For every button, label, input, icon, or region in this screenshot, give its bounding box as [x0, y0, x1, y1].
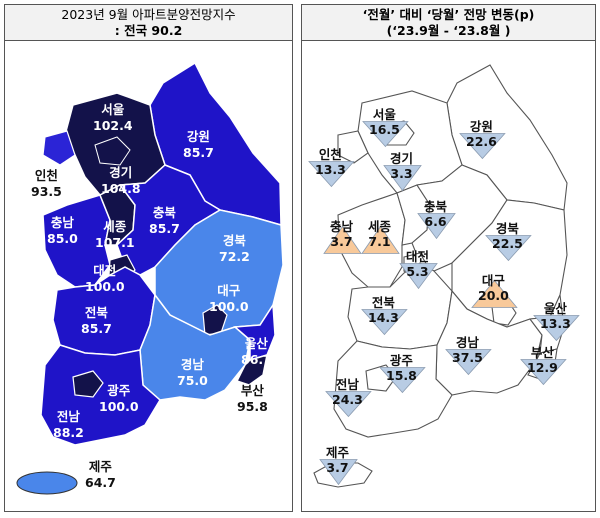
right-label-gwangju: 광주 15.8	[386, 353, 417, 383]
change-triangle-daejeon	[399, 263, 438, 290]
right-label-jeonbuk: 전북 14.3	[368, 295, 399, 325]
right-label-gyeongbuk: 경북 22.5	[492, 221, 523, 251]
left-label-jeju: 제주 64.7	[85, 459, 116, 490]
change-triangle-daegu	[471, 279, 518, 308]
right-label-daejeon: 대전 5.3	[406, 249, 430, 279]
right-label-chungbuk: 충북 6.6	[424, 199, 448, 229]
right-label-chungnam: 충남 3.7	[330, 219, 354, 249]
change-triangle-gangwon	[459, 133, 506, 160]
left-title-line2: : 전국 90.2	[114, 23, 183, 38]
right-label-ulsan: 울산 13.3	[540, 301, 571, 331]
left-label-jeonnam: 전남 88.2	[53, 409, 84, 440]
change-triangle-chungbuk	[417, 213, 456, 240]
right-label-jeju: 제주 3.7	[326, 445, 350, 475]
right-label-gyeongnam: 경남 37.5	[452, 335, 483, 365]
left-label-incheon: 인천 93.5	[31, 168, 62, 199]
left-label-gwangju: 광주 100.0	[99, 383, 139, 414]
left-map-panel: 2023년 9월 아파트분양전망지수 : 전국 90.2	[4, 4, 293, 512]
triangle-layer	[308, 121, 580, 486]
right-title-line1: ‘전월’ 대비 ‘당월’ 전망 변동(p)	[362, 7, 535, 22]
change-triangle-incheon	[308, 161, 355, 188]
left-label-gyeongbuk: 경북 72.2	[219, 233, 250, 264]
left-label-gangwon: 강원 85.7	[183, 129, 214, 160]
left-label-jeonbuk: 전북 85.7	[81, 305, 112, 336]
right-label-gangwon: 강원 22.6	[466, 119, 497, 149]
change-triangle-busan	[520, 359, 567, 386]
left-label-busan: 부산 95.8	[237, 383, 268, 414]
left-label-ulsan: 울산 86.7	[241, 336, 272, 367]
left-korea-map	[16, 61, 284, 495]
right-label-seoul: 서울 16.5	[369, 107, 400, 137]
left-label-daejeon: 대전 100.0	[85, 263, 125, 294]
left-label-seoul: 서울 102.4	[93, 102, 133, 133]
right-label-daegu: 대구 20.0	[478, 273, 509, 303]
change-triangle-jeonnam	[325, 391, 372, 418]
left-title-line1: 2023년 9월 아파트분양전망지수	[61, 7, 236, 22]
change-triangle-jeonbuk	[361, 309, 408, 336]
left-label-sejong: 세종 107.1	[95, 219, 135, 250]
change-triangle-gwangju	[379, 367, 426, 394]
right-map-panel: ‘전월’ 대비 ‘당월’ 전망 변동(p) (‘23.9월 - ‘23.8월 )	[301, 4, 596, 512]
right-title-line2: (‘23.9월 - ‘23.8월 )	[386, 23, 511, 38]
change-triangle-sejong	[361, 225, 400, 254]
change-triangle-gyeonggi	[383, 165, 422, 192]
left-label-chungbuk: 충북 85.7	[149, 205, 180, 236]
change-triangle-gyeongnam	[445, 349, 492, 376]
left-label-daegu: 대구 100.0	[209, 283, 249, 314]
change-triangle-ulsan	[533, 315, 580, 342]
right-korea-map	[308, 64, 580, 488]
right-header: ‘전월’ 대비 ‘당월’ 전망 변동(p) (‘23.9월 - ‘23.8월 )	[302, 5, 595, 41]
change-triangle-seoul	[362, 121, 409, 148]
left-label-chungnam: 충남 85.0	[47, 215, 78, 246]
change-triangle-chungnam	[323, 225, 362, 254]
right-label-gyeonggi: 경기 3.3	[390, 151, 414, 181]
right-label-incheon: 인천 13.3	[315, 147, 346, 177]
change-triangle-jeju	[319, 459, 358, 486]
left-label-gyeongnam: 경남 75.0	[177, 357, 208, 388]
right-label-jeonnam: 전남 24.3	[332, 377, 363, 407]
right-label-busan: 부산 12.9	[527, 345, 558, 375]
change-triangle-gyeongbuk	[485, 235, 532, 262]
right-label-sejong: 세종 7.1	[368, 219, 392, 249]
left-label-gyeonggi: 경기 104.8	[101, 165, 141, 196]
left-header: 2023년 9월 아파트분양전망지수 : 전국 90.2	[5, 5, 292, 41]
